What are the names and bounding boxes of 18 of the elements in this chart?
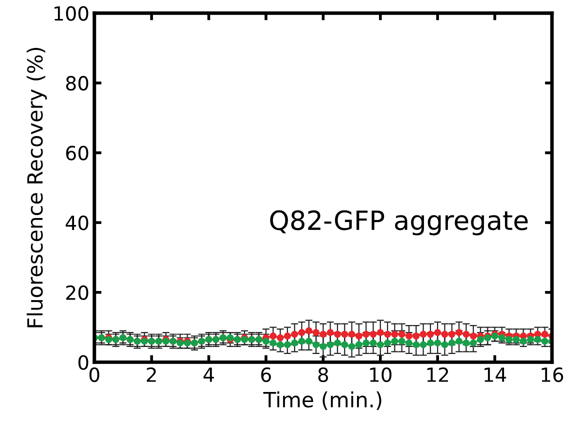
y-tick-label: 60 [66,146,88,160]
y-tick-label: 40 [66,216,88,230]
annotation: Q82-GFP aggregate [270,210,528,236]
x-tick-label: 12 [427,367,448,382]
x-tick-label: 6 [261,367,271,382]
x-tick-label: 16 [542,367,564,382]
x-axis-title: Time (min.) [263,391,382,410]
x-tick-label: 0 [89,367,100,382]
x-tick-label: 10 [370,367,392,382]
x-tick-label: 4 [204,368,214,382]
y-tick-label: 80 [66,76,88,91]
y-tick-label: 0 [78,355,88,370]
x-tick-label: 2 [146,367,156,382]
x-tick-label: 14 [484,368,506,382]
y-axis-title: Fluorescence Recovery (%) [26,48,47,328]
y-tick-label: 100 [54,6,88,21]
x-tick-label: 8 [318,367,328,382]
y-tick-label: 20 [66,285,88,300]
